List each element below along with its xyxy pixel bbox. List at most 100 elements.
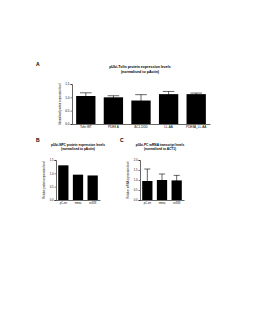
- y-tick-label: 1.0: [50, 172, 54, 176]
- error-bar: [159, 174, 165, 186]
- error-stem: [85, 93, 86, 99]
- x-tick: PDE8A_LL-AA: [186, 124, 207, 129]
- y-tick-mark: [71, 97, 73, 98]
- x-tick: nmsu: [159, 200, 166, 205]
- x-tick: PDE8 A: [108, 124, 120, 129]
- bar: [73, 175, 83, 200]
- y-tick: 1.0: [65, 96, 72, 100]
- error-bar: [135, 95, 147, 107]
- x-tick: nmsu: [75, 200, 82, 205]
- panel: CpUbi-PC mRNA transcript levels(normalis…: [120, 137, 185, 205]
- bar: [187, 94, 206, 124]
- y-axis: 0.0 0.5 1.0 1.5: [50, 158, 57, 202]
- x-axis-line: [57, 200, 101, 201]
- y-tick-mark: [71, 84, 73, 85]
- panel-label: A: [36, 61, 40, 67]
- x-axis: pC-en nmsu cn333: [141, 200, 185, 205]
- plot-area: [76, 91, 206, 124]
- y-tick: 0.5: [65, 109, 72, 113]
- y-tick: 1.5: [50, 158, 56, 162]
- subtitle: (normalised to pActin): [121, 70, 160, 74]
- y-axis-title: Relative mRNA expression level: [126, 161, 130, 198]
- plot-area: [58, 165, 98, 200]
- error-stem: [141, 95, 142, 107]
- x-tick-label: LL-AA: [164, 125, 173, 129]
- y-tick: 0.5: [134, 188, 140, 192]
- panel-label: C: [120, 137, 124, 143]
- x-tick-label: cn333: [89, 201, 97, 205]
- y-tick: 1.5: [65, 82, 72, 86]
- y-tick: 0.0: [65, 122, 72, 126]
- y-tick-mark: [139, 160, 141, 161]
- bar: [58, 165, 68, 200]
- y-tick-label: 1.0: [65, 96, 70, 100]
- y-tick-mark: [139, 170, 141, 171]
- error-cap: [190, 93, 202, 94]
- y-axis-line: [55, 161, 57, 201]
- error-cap: [174, 175, 180, 176]
- y-tick-label: 1.5: [134, 168, 138, 172]
- y-tick-mark: [71, 124, 73, 125]
- y-tick-label: 2.0: [134, 158, 138, 162]
- title: pUbi-Tsfin protein expression levels: [109, 65, 171, 69]
- error-stem: [176, 175, 177, 185]
- y-tick-label: 1.5: [65, 82, 70, 86]
- y-tick-label: 1.0: [134, 178, 138, 182]
- y-axis: 0.0 0.5 1.0 1.5 2.0: [134, 158, 141, 202]
- y-tick-label: 0.5: [65, 109, 70, 113]
- y-axis-line: [71, 85, 73, 125]
- error-cap: [159, 174, 165, 175]
- y-tick-mark: [55, 173, 57, 174]
- panel-label: B: [36, 137, 40, 143]
- figure: ApUbi-Tsfin protein expression levels(no…: [0, 0, 255, 330]
- plot-area: [142, 169, 182, 200]
- bar: [76, 96, 95, 124]
- x-tick: cn333: [173, 200, 181, 205]
- x-tick: pC-en: [60, 200, 68, 205]
- error-cap: [108, 95, 120, 96]
- error-bar: [163, 91, 175, 96]
- y-tick-label: 0.5: [50, 185, 54, 189]
- x-tick-label: Tsfin WT: [80, 125, 92, 129]
- bar: [88, 175, 98, 200]
- x-tick-label: pC-en: [144, 201, 152, 205]
- error-cap: [80, 92, 92, 93]
- x-tick-label: cn333: [173, 201, 181, 205]
- subtitle: (normalised to ACT1): [144, 147, 176, 151]
- y-tick-label: 1.5: [50, 158, 54, 162]
- y-tick-mark: [139, 200, 141, 201]
- x-axis: pC-en nmsu cn333: [57, 200, 101, 205]
- x-tick: pC-en: [144, 200, 152, 205]
- x-tick: ΔC1-DDD: [134, 124, 148, 129]
- error-bar: [174, 175, 180, 185]
- y-axis-title: Normalised protein expression level: [58, 83, 62, 125]
- y-axis: 0.0 0.5 1.0 1.5: [65, 82, 72, 126]
- error-bar: [190, 93, 202, 95]
- y-tick-mark: [71, 111, 73, 112]
- panel: BpUbi-NPC protein expression levels(norm…: [36, 137, 105, 205]
- x-tick-label: PDE8A_LL-AA: [186, 125, 207, 129]
- x-tick-label: PDE8 A: [108, 125, 120, 129]
- error-stem: [168, 91, 169, 96]
- error-stem: [147, 169, 148, 193]
- error-bar: [108, 96, 120, 99]
- x-tick: cn333: [89, 200, 97, 205]
- error-stem: [113, 96, 114, 99]
- y-tick: 2.0: [134, 158, 140, 162]
- error-stem: [162, 174, 163, 186]
- error-bar: [144, 169, 150, 193]
- y-tick-mark: [55, 160, 57, 161]
- y-tick-label: 0.5: [134, 188, 138, 192]
- y-axis-line: [139, 161, 141, 201]
- bar: [159, 94, 178, 124]
- y-tick: 0.0: [50, 198, 56, 202]
- x-tick-label: pC-en: [60, 201, 68, 205]
- y-tick-label: 0.0: [50, 198, 54, 202]
- error-stem: [196, 93, 197, 95]
- error-cap: [144, 169, 150, 170]
- y-tick: 0.5: [50, 185, 56, 189]
- y-tick: 1.0: [50, 172, 56, 176]
- y-tick: 0.0: [134, 198, 140, 202]
- x-tick-label: nmsu: [159, 202, 166, 205]
- y-tick-mark: [139, 190, 141, 191]
